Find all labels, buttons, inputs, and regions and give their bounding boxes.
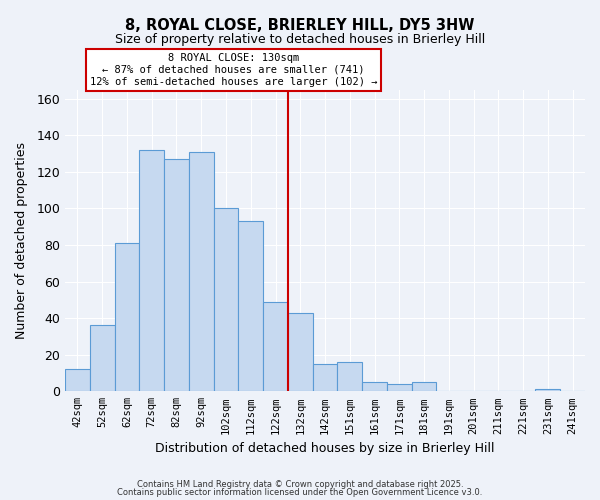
Bar: [115, 243, 139, 392]
Y-axis label: Number of detached properties: Number of detached properties: [15, 142, 28, 339]
Bar: [65, 370, 90, 392]
Bar: [238, 221, 263, 392]
Bar: [313, 364, 337, 392]
Text: 8 ROYAL CLOSE: 130sqm
← 87% of detached houses are smaller (741)
12% of semi-det: 8 ROYAL CLOSE: 130sqm ← 87% of detached …: [89, 54, 377, 86]
Bar: [288, 312, 313, 392]
Bar: [535, 390, 560, 392]
Bar: [90, 326, 115, 392]
Bar: [362, 382, 387, 392]
Text: 8, ROYAL CLOSE, BRIERLEY HILL, DY5 3HW: 8, ROYAL CLOSE, BRIERLEY HILL, DY5 3HW: [125, 18, 475, 32]
Bar: [337, 362, 362, 392]
Text: Size of property relative to detached houses in Brierley Hill: Size of property relative to detached ho…: [115, 32, 485, 46]
Bar: [214, 208, 238, 392]
Bar: [139, 150, 164, 392]
Bar: [387, 384, 412, 392]
Bar: [263, 302, 288, 392]
Bar: [189, 152, 214, 392]
X-axis label: Distribution of detached houses by size in Brierley Hill: Distribution of detached houses by size …: [155, 442, 495, 455]
Bar: [164, 159, 189, 392]
Bar: [412, 382, 436, 392]
Text: Contains HM Land Registry data © Crown copyright and database right 2025.: Contains HM Land Registry data © Crown c…: [137, 480, 463, 489]
Text: Contains public sector information licensed under the Open Government Licence v3: Contains public sector information licen…: [118, 488, 482, 497]
